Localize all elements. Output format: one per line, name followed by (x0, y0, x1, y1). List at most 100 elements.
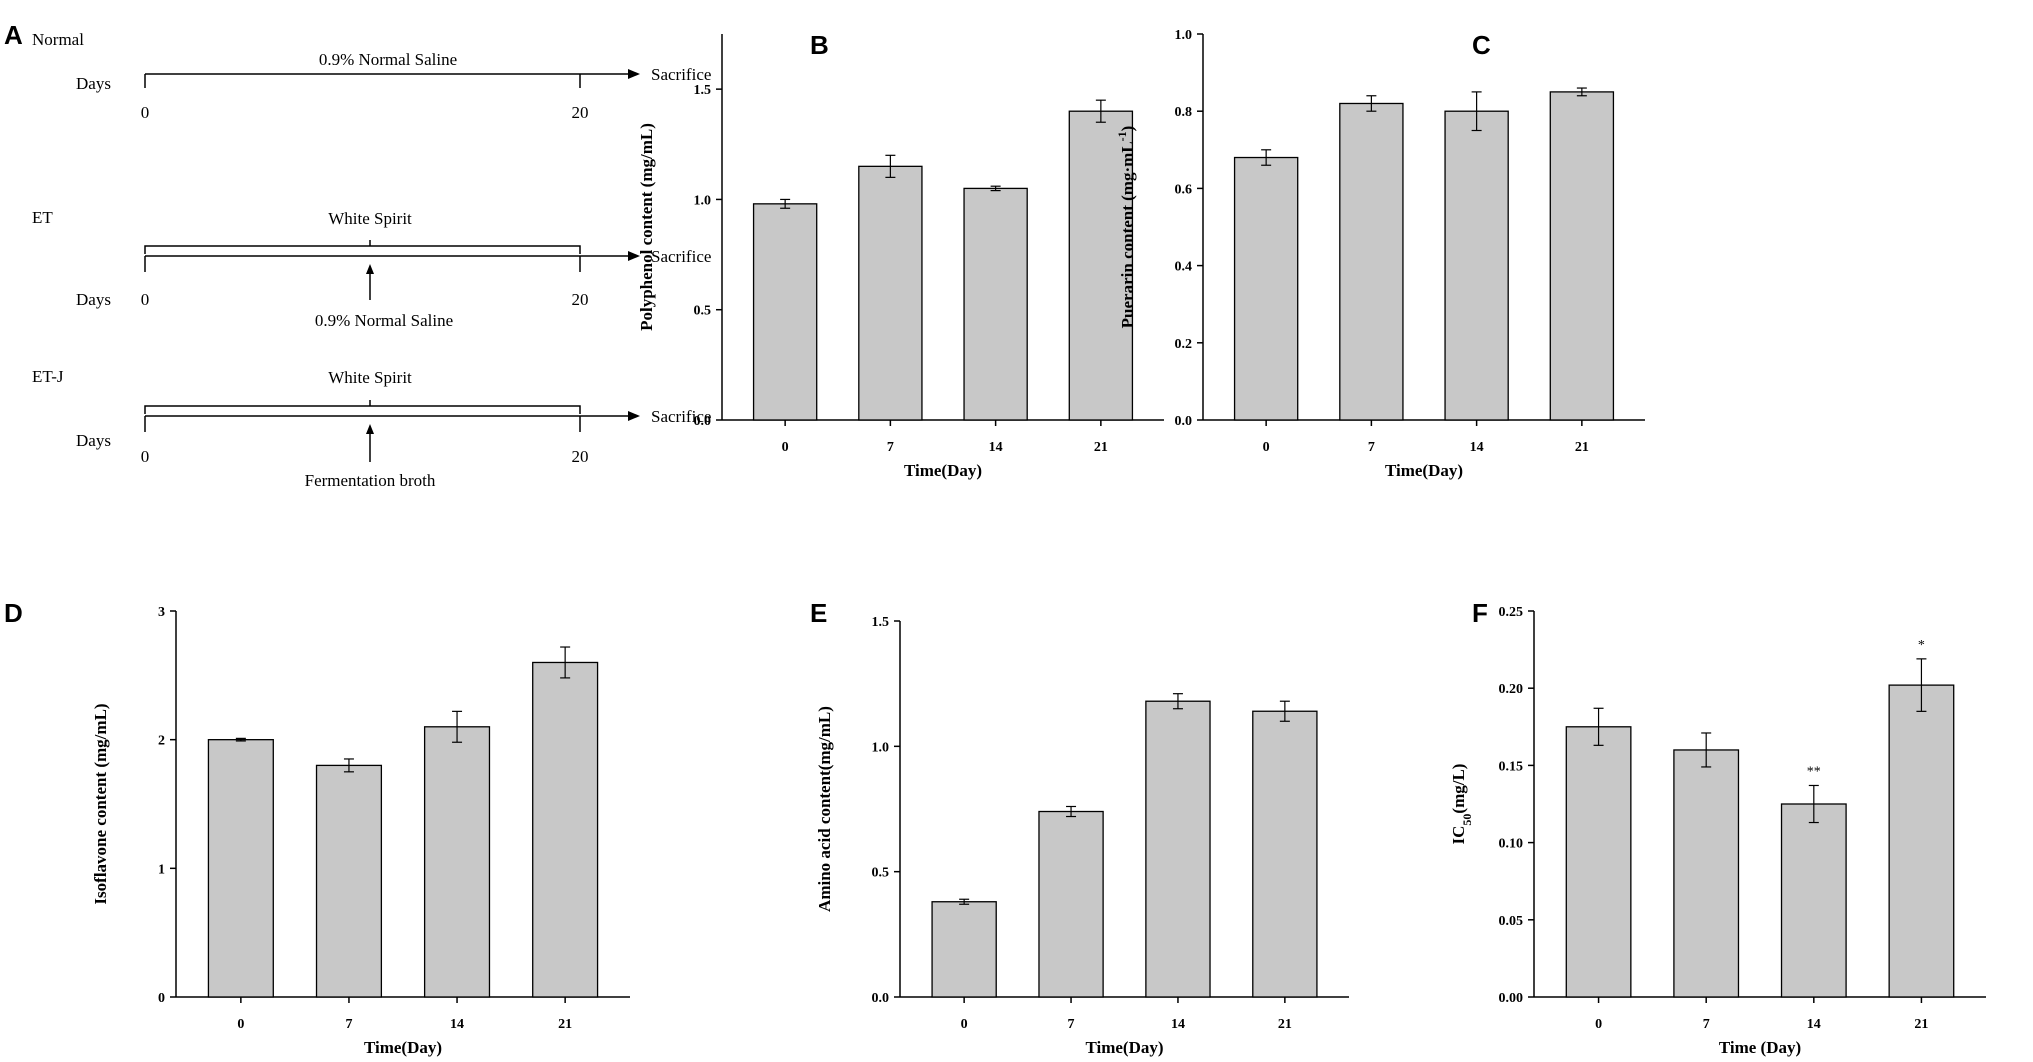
chart-e-amino-acid: E 0.0 0.5 1.0 1.5 0 7 14 21 Time(Day) Amino acid c… (810, 598, 1349, 1057)
y-tick-label: 0.0 (1175, 414, 1193, 429)
bar (532, 661, 599, 998)
y-axis-label: IC50(mg/L) (1449, 764, 1474, 845)
start-tick-normal: 0 (141, 103, 150, 122)
y-tick-label: 2 (158, 734, 165, 749)
x-tick-label: 14 (450, 1017, 464, 1032)
start-tick-et: 0 (141, 290, 150, 309)
significance-marker: ** (1807, 764, 1821, 779)
panel-letter-a: A (4, 20, 23, 50)
y-tick-label: 0.5 (694, 304, 712, 319)
panel-letter: D (4, 598, 23, 628)
x-tick-label: 21 (1278, 1017, 1292, 1032)
arrowhead-icon (628, 411, 640, 421)
y-tick-label: 0.8 (1175, 105, 1193, 120)
days-label-et: Days (76, 290, 111, 309)
bar (1780, 803, 1847, 998)
up-arrow-icon (366, 264, 374, 274)
bar (1888, 684, 1955, 998)
bar (1549, 91, 1615, 421)
treatment-bracket-et-j (144, 405, 581, 414)
y-tick-label: 0.00 (1499, 991, 1524, 1006)
x-tick-label: 0 (237, 1017, 244, 1032)
x-tick-label: 7 (887, 440, 894, 455)
bar (931, 901, 997, 998)
significance-marker: * (1918, 638, 1925, 653)
panel-letter: C (1472, 30, 1491, 60)
bar (1339, 102, 1404, 421)
end-label-normal: Sacrifice (651, 65, 711, 84)
timeline-normal: Normal 0.9% Normal Saline Sacrifice Days… (32, 30, 711, 122)
x-tick-label: 7 (1703, 1017, 1710, 1032)
x-tick-label: 14 (1171, 1017, 1185, 1032)
y-tick-label: 0.5 (872, 866, 890, 881)
y-tick-label: 0 (158, 991, 165, 1006)
x-tick-label: 0 (782, 440, 789, 455)
x-tick-label: 0 (1263, 440, 1270, 455)
chart-d-isoflavone: D 0 1 2 3 0 7 14 21 Time(Day) Isoflavone content (… (4, 598, 630, 1057)
y-tick-label: 3 (158, 605, 165, 620)
x-tick-label: 7 (1368, 440, 1375, 455)
y-axis-label: Amino acid content(mg/mL) (815, 706, 834, 912)
group-name-normal: Normal (32, 30, 84, 49)
end-tick-normal: 20 (572, 103, 589, 122)
chart-f-ic50: F 0.00 0.05 0.10 0.15 0.20 0.25 0 7 ** 14 * 21 Time (… (1449, 598, 1986, 1057)
y-tick-label: 0.0 (872, 991, 890, 1006)
end-label-et-j: Sacrifice (651, 407, 711, 426)
y-tick-label: 1.0 (1175, 28, 1193, 43)
y-tick-label: 0.0 (694, 414, 712, 429)
x-axis-label: Time(Day) (1085, 1038, 1163, 1057)
panel-letter: E (810, 598, 827, 628)
x-tick-label: 21 (1575, 440, 1589, 455)
bar (1038, 810, 1104, 998)
y-tick-label: 0.20 (1499, 682, 1524, 697)
up-arrow-icon (366, 424, 374, 434)
x-tick-label: 7 (1068, 1017, 1075, 1032)
secondary-label-et-j: Fermentation broth (305, 471, 436, 490)
days-label-et-j: Days (76, 431, 111, 450)
panel-letter: B (810, 30, 829, 60)
start-tick-et-j: 0 (141, 447, 150, 466)
y-tick-label: 1 (158, 862, 165, 877)
timeline-et: ET White Spirit Sacrifice Days 0 20 0.9%… (32, 208, 711, 330)
end-tick-et-j: 20 (572, 447, 589, 466)
x-tick-label: 21 (1094, 440, 1108, 455)
x-tick-label: 21 (1914, 1017, 1928, 1032)
treatment-bracket-et (144, 245, 581, 254)
treatment-label-et: White Spirit (328, 209, 412, 228)
y-tick-label: 0.4 (1175, 260, 1193, 275)
days-label-normal: Days (76, 74, 111, 93)
bar (1145, 700, 1211, 998)
arrowhead-icon (628, 69, 640, 79)
timeline-et-j: ET-J White Spirit Sacrifice Days 0 20 Fe… (32, 367, 711, 490)
bar (1673, 749, 1740, 998)
secondary-label-et: 0.9% Normal Saline (315, 311, 453, 330)
bar (752, 203, 818, 421)
bar (207, 739, 274, 998)
y-tick-label: 1.5 (872, 615, 890, 630)
y-tick-label: 1.5 (694, 83, 712, 98)
bar (423, 726, 491, 998)
bar (858, 165, 923, 421)
y-tick-label: 0.15 (1499, 759, 1524, 774)
end-tick-et: 20 (572, 290, 589, 309)
y-tick-label: 0.6 (1175, 182, 1193, 197)
y-axis-label: Isoflavone content (mg/mL) (91, 703, 110, 904)
x-tick-label: 21 (558, 1017, 572, 1032)
group-name-et-j: ET-J (32, 367, 64, 386)
x-tick-label: 14 (989, 440, 1003, 455)
bar (963, 187, 1028, 421)
y-tick-label: 0.2 (1175, 337, 1193, 352)
bar (1565, 726, 1632, 998)
bar (1252, 710, 1318, 998)
chart-c-puerarin: C 0.0 0.2 0.4 0.6 0.8 1.0 0 7 14 21 Time(Day) Puerar… (1115, 28, 1645, 480)
panel-letter: F (1472, 598, 1488, 628)
x-tick-label: 7 (345, 1017, 352, 1032)
chart-b-polyphenol: B 0.0 0.5 1.0 1.5 0 7 14 21 Time(Day) Polyphenol c… (637, 30, 1164, 480)
y-tick-label: 1.0 (872, 740, 890, 755)
group-name-et: ET (32, 208, 53, 227)
y-tick-label: 1.0 (694, 193, 712, 208)
bar (1444, 110, 1509, 421)
x-axis-label: Time(Day) (364, 1038, 442, 1057)
bar (1233, 156, 1299, 421)
